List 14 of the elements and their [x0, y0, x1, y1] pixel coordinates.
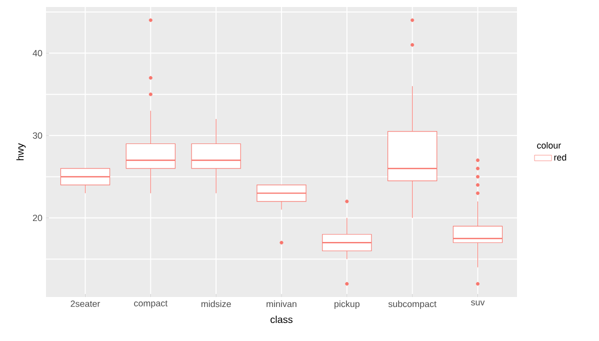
y-tick-label: 40: [32, 50, 42, 56]
legend-title: colour: [537, 142, 561, 149]
x-tick-label: compact: [134, 300, 168, 308]
x-axis-title: class: [270, 316, 292, 324]
x-tick-label: minivan: [266, 300, 296, 308]
legend-label: red: [554, 154, 566, 161]
y-tick-label: 20: [32, 214, 42, 222]
y-tick-label: 30: [32, 132, 42, 139]
x-tick-label: pickup: [334, 300, 360, 309]
x-tick-label: 2seater: [70, 300, 100, 307]
x-tick-label: subcompact: [388, 300, 436, 309]
x-tick-label: midsize: [201, 300, 231, 308]
x-tick-label: suv: [471, 300, 485, 306]
y-axis-title: hwy: [16, 143, 26, 160]
